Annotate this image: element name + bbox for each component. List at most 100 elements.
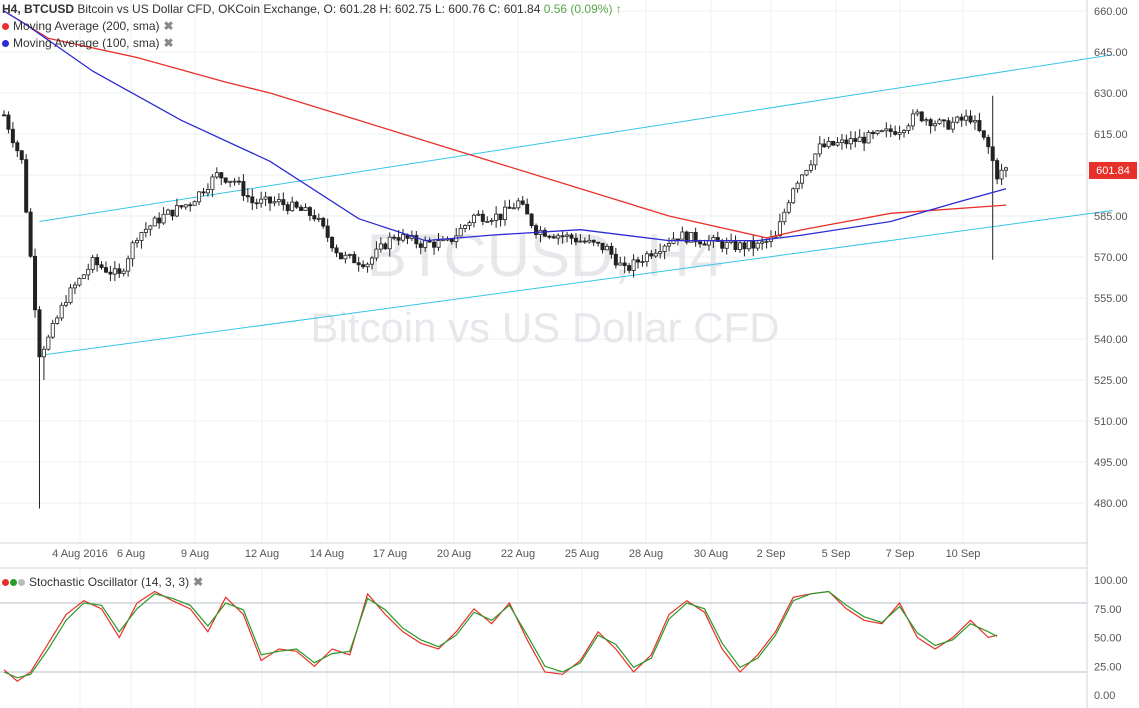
candle-body xyxy=(476,213,481,216)
candle-body xyxy=(609,245,614,255)
candle-body xyxy=(884,128,889,132)
candle-body xyxy=(893,131,898,135)
time-axis[interactable]: 4 Aug 2016 6 Aug 9 Aug 12 Aug 14 Aug 17 Aug 20… xyxy=(52,548,980,560)
candle-body xyxy=(525,203,530,215)
candle-body xyxy=(290,201,295,212)
candle-body xyxy=(870,131,875,135)
candle-body xyxy=(640,261,645,263)
candle-body xyxy=(560,235,565,238)
candle-body xyxy=(347,254,352,256)
ma100-color-dot xyxy=(2,40,9,48)
candle-body xyxy=(795,182,800,190)
trend-channel[interactable] xyxy=(39,54,1113,356)
candle-body xyxy=(432,241,437,248)
candle-body xyxy=(174,205,179,217)
candle-body xyxy=(55,317,60,324)
candle-body xyxy=(50,323,55,338)
candle-body xyxy=(458,228,463,237)
candle-body xyxy=(551,236,556,239)
candle-body xyxy=(352,254,357,264)
candle-body xyxy=(875,130,880,135)
candle-body xyxy=(152,217,157,227)
candle-body xyxy=(276,199,281,203)
candle-body xyxy=(534,225,539,235)
candle-body xyxy=(906,125,911,131)
candle-body xyxy=(737,242,742,251)
candle-body xyxy=(955,116,960,123)
candle-body xyxy=(786,202,791,213)
candle-body xyxy=(968,115,973,123)
indicator-ma100[interactable]: Moving Average (100, sma) ✖ xyxy=(2,36,174,50)
symbol-description: Bitcoin vs US Dollar CFD, OKCoin Exchang… xyxy=(77,2,321,16)
stoch-hide-dot[interactable] xyxy=(18,579,25,587)
time-tick-label: 30 Aug xyxy=(694,548,728,560)
candle-body xyxy=(396,237,401,241)
candle-body xyxy=(378,243,383,250)
candle-body xyxy=(236,180,241,183)
candle-body xyxy=(401,234,406,241)
candle-body xyxy=(662,245,667,252)
remove-ma100-icon[interactable]: ✖ xyxy=(163,36,174,50)
candle-body xyxy=(547,235,552,238)
open-value: 601.28 xyxy=(339,2,377,16)
time-tick-label: 10 Sep xyxy=(946,548,981,560)
candle-body xyxy=(28,211,33,257)
candle-body xyxy=(334,247,339,254)
price-axis[interactable]: 660.00645.00630.00615.00600.00585.00570.… xyxy=(1094,6,1128,510)
candle-body xyxy=(604,245,609,251)
candle-body xyxy=(529,213,534,227)
ma200-line xyxy=(3,10,1007,239)
indicator-ma200[interactable]: Moving Average (200, sma) ✖ xyxy=(2,19,174,33)
candle-body xyxy=(268,196,273,204)
close-value: 601.84 xyxy=(503,2,541,16)
indicator-stochastic[interactable]: Stochastic Oscillator (14, 3, 3) ✖ xyxy=(2,575,203,589)
price-tick-label: 630.00 xyxy=(1094,88,1128,100)
candle-body xyxy=(365,263,370,268)
candle-body xyxy=(751,240,756,249)
candle-body xyxy=(10,128,15,144)
candle-body xyxy=(720,241,725,249)
candle-body xyxy=(835,142,840,146)
candle-body xyxy=(41,348,46,358)
candle-body xyxy=(746,240,751,250)
candle-body xyxy=(81,274,86,279)
candle-body xyxy=(130,242,135,260)
candle-body xyxy=(569,234,574,239)
remove-ma200-icon[interactable]: ✖ xyxy=(163,19,174,33)
symbol-label[interactable]: BTCUSD xyxy=(24,2,75,16)
grid-lines xyxy=(0,0,1088,708)
candle-body xyxy=(471,214,476,224)
remove-stochastic-icon[interactable]: ✖ xyxy=(193,575,204,589)
current-price-badge: 601.84 xyxy=(1089,161,1137,179)
candle-body xyxy=(254,202,259,205)
candle-body xyxy=(72,284,77,289)
candle-body xyxy=(760,241,765,244)
candle-body xyxy=(667,243,672,247)
stoch-tick-label: 100.00 xyxy=(1094,575,1128,587)
candle-body xyxy=(937,119,942,125)
candle-body xyxy=(831,140,836,146)
candle-body xyxy=(24,159,29,213)
stoch-d-line xyxy=(3,590,998,679)
candle-body xyxy=(644,253,649,262)
candle-body xyxy=(964,115,969,121)
stochastic-label: Stochastic Oscillator (14, 3, 3) xyxy=(29,575,190,589)
candle-body xyxy=(502,206,507,221)
candle-body xyxy=(649,253,654,257)
timeframe-label: H4, xyxy=(2,2,21,16)
candle-body xyxy=(972,120,977,123)
stoch-k-dot xyxy=(2,579,9,587)
price-tick-label: 615.00 xyxy=(1094,129,1128,141)
candle-body xyxy=(214,172,219,178)
candle-body xyxy=(369,257,374,265)
candle-body xyxy=(64,302,69,306)
low-value: 600.76 xyxy=(448,2,485,16)
candle-body xyxy=(325,225,330,238)
price-tick-label: 510.00 xyxy=(1094,416,1128,428)
candle-body xyxy=(556,235,561,239)
candle-body xyxy=(946,120,951,130)
candle-body xyxy=(822,143,827,148)
time-tick-label: 25 Aug xyxy=(565,548,599,560)
candle-body xyxy=(139,232,144,241)
